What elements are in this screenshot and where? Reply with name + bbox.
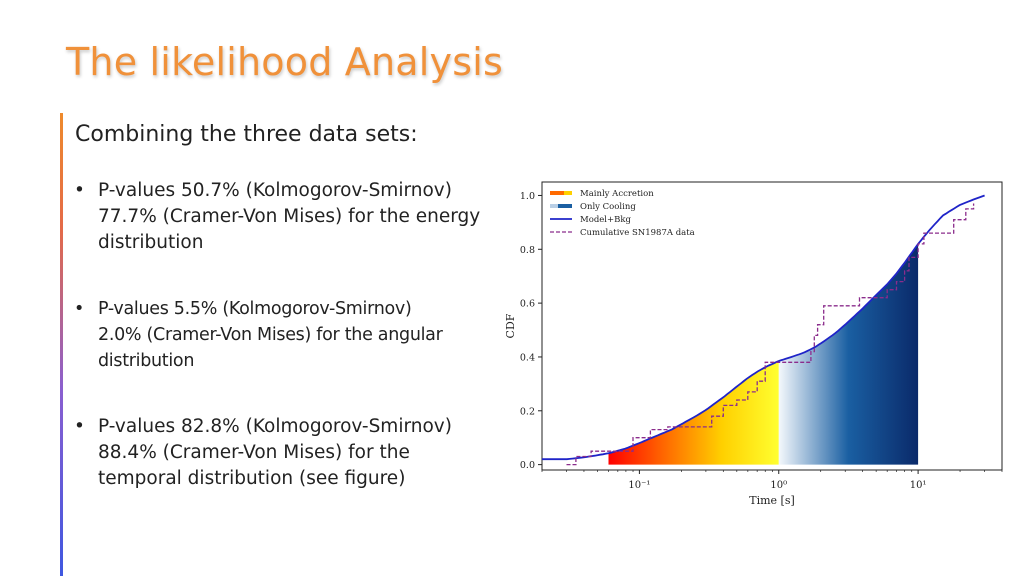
accretion-region	[608, 361, 779, 465]
bullet-dot: •	[74, 180, 85, 201]
y-tick-label: 0.6	[520, 299, 535, 310]
bullet-angular-line-1: P-values 5.5% (Kolmogorov-Smirnov)	[98, 299, 412, 319]
bullet-angular-line-3: distribution	[98, 351, 195, 371]
bullet-temporal-line-3: temporal distribution (see figure)	[98, 468, 406, 489]
y-axis-label: CDF	[504, 313, 517, 338]
y-tick-label: 0.2	[520, 406, 535, 417]
bullet-list: • P-values 50.7% (Kolmogorov-Smirnov) 77…	[72, 178, 512, 492]
legend-label: Cumulative SN1987A data	[580, 228, 695, 238]
legend-swatch-accretion-tail	[564, 191, 572, 195]
legend-label: Only Cooling	[580, 202, 636, 212]
legend-swatch-accretion	[550, 191, 572, 195]
bullet-energy: • P-values 50.7% (Kolmogorov-Smirnov) 77…	[72, 178, 512, 256]
bullet-energy-line-3: distribution	[98, 232, 204, 253]
accent-bar	[60, 113, 63, 576]
bullet-dot: •	[74, 416, 85, 437]
y-tick-label: 0.8	[520, 245, 535, 256]
bullet-temporal-line-1: P-values 82.8% (Kolmogorov-Smirnov)	[98, 416, 452, 437]
legend-swatch-cooling	[550, 204, 572, 208]
legend-label: Mainly Accretion	[580, 189, 654, 199]
x-axis-label: Time [s]	[749, 494, 795, 507]
legend-label: Model+Bkg	[580, 215, 632, 225]
bullet-energy-line-1: P-values 50.7% (Kolmogorov-Smirnov)	[98, 180, 452, 201]
x-tick-label: 10⁰	[770, 480, 787, 491]
bullet-temporal-line-2: 88.4% (Cramer-Von Mises) for the	[98, 442, 410, 463]
bullet-angular: • P-values 5.5% (Kolmogorov-Smirnov) 2.0…	[72, 296, 512, 374]
legend: Mainly Accretion Only Cooling Model+Bkg Cum…	[550, 189, 695, 238]
data-step-line	[566, 203, 975, 466]
bullet-temporal: • P-values 82.8% (Kolmogorov-Smirnov) 88…	[72, 414, 512, 492]
y-tick-label: 0.4	[520, 352, 535, 363]
bullet-dot: •	[74, 299, 85, 319]
cdf-chart: 0.0 0.2 0.4 0.6 0.8 1.0 10⁻¹ 10⁰ 10¹ Time [s] CDF M…	[504, 181, 1003, 507]
legend-swatch-cooling-head	[550, 204, 558, 208]
x-tick-label: 10¹	[910, 480, 927, 491]
plot-frame	[541, 181, 1003, 471]
subtitle: Combining the three data sets:	[75, 122, 418, 147]
cooling-region	[778, 243, 919, 465]
bullet-angular-line-2: 2.0% (Cramer-Von Mises) for the angular	[98, 325, 443, 345]
slide-title: The likelihood Analysis	[66, 40, 503, 84]
bullet-energy-line-2: 77.7% (Cramer-Von Mises) for the energy	[98, 206, 481, 227]
y-tick-label: 1.0	[520, 191, 535, 202]
y-tick-label: 0.0	[520, 460, 535, 471]
x-tick-label: 10⁻¹	[628, 480, 650, 491]
